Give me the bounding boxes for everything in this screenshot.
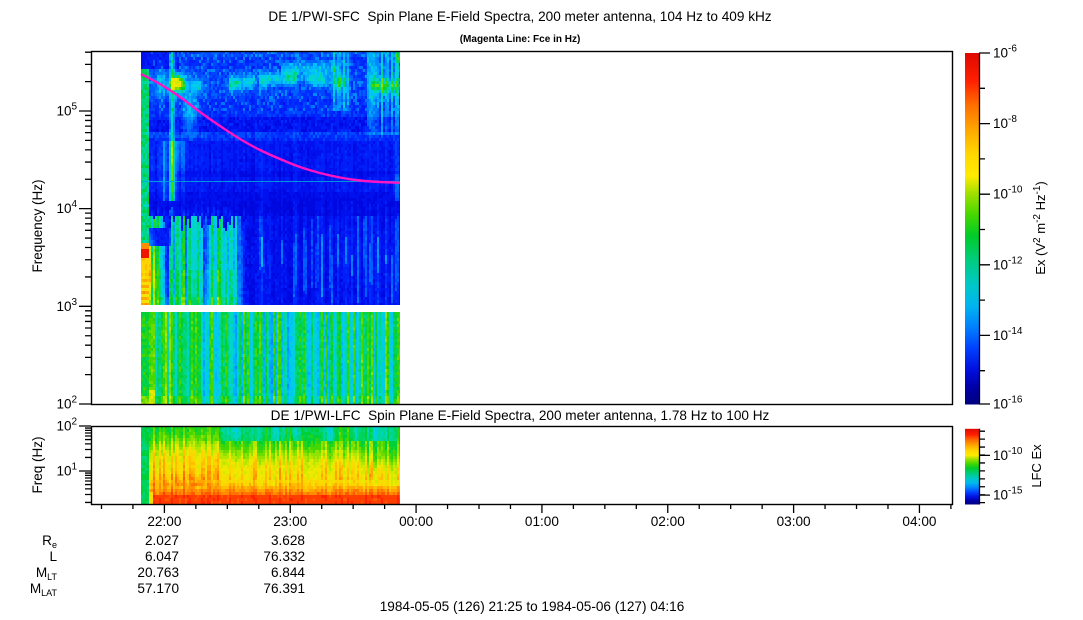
svg-text:03:00: 03:00 <box>777 514 811 529</box>
svg-text:Frequency (Hz): Frequency (Hz) <box>30 179 45 272</box>
svg-text:02:00: 02:00 <box>651 514 685 529</box>
svg-text:20.763: 20.763 <box>137 565 179 580</box>
svg-text:23:00: 23:00 <box>273 514 307 529</box>
svg-text:2.027: 2.027 <box>145 533 179 548</box>
svg-text:LFC Ex: LFC Ex <box>1029 444 1044 488</box>
svg-text:L: L <box>49 549 57 564</box>
svg-text:6.047: 6.047 <box>145 549 179 564</box>
svg-text:Ex (V2 m-2 Hz-1): Ex (V2 m-2 Hz-1) <box>1032 181 1048 274</box>
svg-text:01:00: 01:00 <box>525 514 559 529</box>
svg-text:00:00: 00:00 <box>399 514 433 529</box>
svg-text:DE 1/PWI-LFC Spin Plane E-Fie: DE 1/PWI-LFC Spin Plane E-Field Spectra,… <box>271 408 770 423</box>
svg-text:76.332: 76.332 <box>263 549 305 564</box>
svg-text:Freq (Hz): Freq (Hz) <box>30 437 45 494</box>
svg-text:DE 1/PWI-SFC Spin Plane E-Fie: DE 1/PWI-SFC Spin Plane E-Field Spectra,… <box>268 9 771 24</box>
svg-text:(Magenta Line: Fce in Hz): (Magenta Line: Fce in Hz) <box>460 34 581 45</box>
svg-text:6.844: 6.844 <box>271 565 305 580</box>
svg-text:04:00: 04:00 <box>902 514 936 529</box>
svg-text:3.628: 3.628 <box>271 533 305 548</box>
svg-text:57.170: 57.170 <box>137 581 179 596</box>
svg-text:1984-05-05 (126) 21:25 to 1984: 1984-05-05 (126) 21:25 to 1984-05-06 (12… <box>380 599 685 614</box>
svg-text:76.391: 76.391 <box>263 581 305 596</box>
svg-text:22:00: 22:00 <box>147 514 181 529</box>
